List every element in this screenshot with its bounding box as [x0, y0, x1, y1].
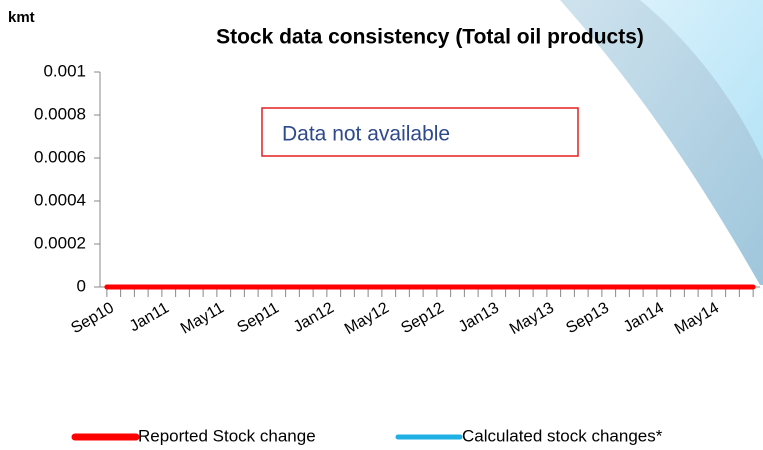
x-tick-label: Jan11: [127, 299, 172, 335]
x-tick-label: Sep10: [68, 299, 117, 337]
annotation-box: [261, 107, 579, 157]
x-tick-label: May12: [342, 299, 392, 338]
y-tick-label: 0.0006: [34, 147, 86, 166]
x-tick-label: May13: [507, 299, 557, 338]
y-tick-label: 0: [77, 276, 86, 295]
y-tick-label: 0.0002: [34, 233, 86, 252]
x-tick-label: May14: [672, 299, 722, 338]
y-tick-label: 0.0004: [34, 190, 86, 209]
x-tick-label: Sep11: [234, 299, 282, 336]
x-tick-label: Jan13: [456, 299, 502, 336]
legend-label: Calculated stock changes*: [462, 426, 663, 445]
y-axis-label: kmt: [8, 9, 35, 26]
legend-label: Reported Stock change: [138, 426, 316, 445]
x-tick-label: Jan14: [621, 299, 667, 336]
annotation: Data not available: [282, 123, 450, 146]
y-tick-label: 0.001: [43, 61, 86, 80]
x-tick-label: May11: [178, 299, 227, 337]
chart-title: Stock data consistency (Total oil produc…: [216, 26, 644, 49]
x-tick-label: Sep13: [563, 299, 612, 337]
x-tick-label: Sep12: [398, 299, 447, 337]
background-swirl: [640, 0, 763, 160]
y-tick-label: 0.0008: [34, 104, 86, 123]
x-tick-label: Jan12: [291, 299, 337, 336]
